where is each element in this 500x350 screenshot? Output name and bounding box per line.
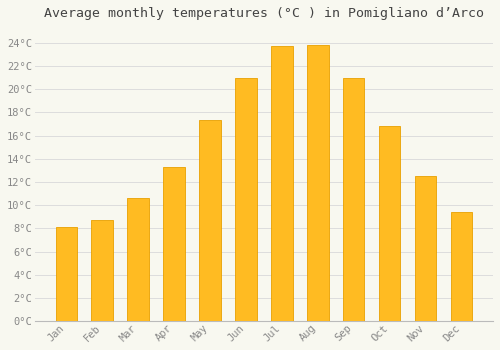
- Bar: [450, 212, 472, 321]
- Bar: [92, 220, 113, 321]
- Bar: [415, 176, 436, 321]
- Bar: [128, 198, 149, 321]
- Title: Average monthly temperatures (°C ) in Pomigliano d’Arco: Average monthly temperatures (°C ) in Po…: [44, 7, 484, 20]
- Bar: [56, 227, 77, 321]
- Bar: [271, 46, 292, 321]
- Bar: [379, 126, 400, 321]
- Bar: [164, 167, 185, 321]
- Bar: [235, 77, 256, 321]
- Bar: [307, 45, 328, 321]
- Bar: [199, 120, 221, 321]
- Bar: [343, 77, 364, 321]
